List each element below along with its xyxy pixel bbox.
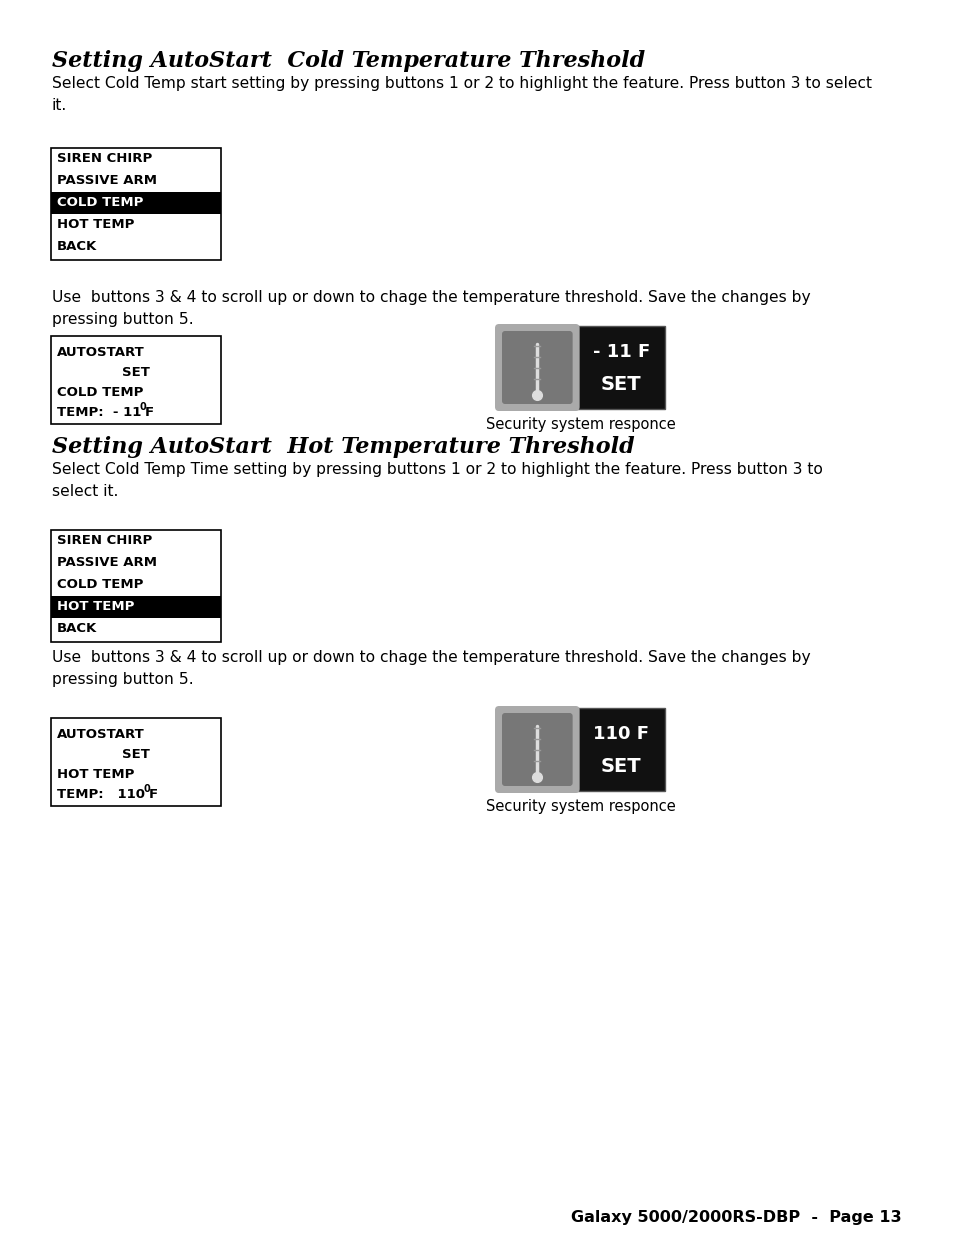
Bar — [51, 191, 221, 214]
FancyBboxPatch shape — [495, 324, 579, 411]
Text: 0: 0 — [140, 403, 147, 412]
Text: Select Cold Temp start setting by pressing buttons 1 or 2 to highlight the featu: Select Cold Temp start setting by pressi… — [52, 77, 871, 112]
Bar — [51, 148, 221, 261]
Text: Setting AutoStart  Cold Temperature Threshold: Setting AutoStart Cold Temperature Thres… — [52, 49, 644, 72]
Text: SET: SET — [600, 374, 641, 394]
Bar — [497, 326, 664, 409]
Text: 110 F: 110 F — [593, 725, 649, 743]
Text: F: F — [149, 788, 158, 800]
Text: SIREN CHIRP: SIREN CHIRP — [57, 152, 152, 165]
Text: Use  buttons 3 & 4 to scroll up or down to chage the temperature threshold. Save: Use buttons 3 & 4 to scroll up or down t… — [52, 290, 810, 326]
Text: SET: SET — [600, 757, 641, 776]
Text: SET: SET — [122, 747, 150, 761]
Text: COLD TEMP: COLD TEMP — [57, 578, 143, 592]
Text: 0: 0 — [144, 784, 151, 794]
Text: F: F — [145, 405, 154, 419]
Text: Use  buttons 3 & 4 to scroll up or down to chage the temperature threshold. Save: Use buttons 3 & 4 to scroll up or down t… — [52, 650, 810, 687]
Text: BACK: BACK — [57, 622, 97, 636]
Text: COLD TEMP: COLD TEMP — [57, 385, 143, 399]
Text: - 11 F: - 11 F — [592, 343, 649, 361]
Text: AUTOSTART: AUTOSTART — [57, 727, 145, 741]
Text: TEMP:  - 11: TEMP: - 11 — [57, 405, 141, 419]
Text: Security system responce: Security system responce — [486, 799, 675, 814]
Text: HOT TEMP: HOT TEMP — [57, 600, 134, 614]
Text: SIREN CHIRP: SIREN CHIRP — [57, 535, 152, 547]
Text: HOT TEMP: HOT TEMP — [57, 767, 134, 781]
Text: SET: SET — [122, 366, 150, 378]
FancyBboxPatch shape — [501, 331, 572, 404]
FancyBboxPatch shape — [501, 713, 572, 785]
Text: Select Cold Temp Time setting by pressing buttons 1 or 2 to highlight the featur: Select Cold Temp Time setting by pressin… — [52, 462, 822, 499]
Text: Galaxy 5000/2000RS-DBP  -  Page 13: Galaxy 5000/2000RS-DBP - Page 13 — [571, 1210, 901, 1225]
Text: COLD TEMP: COLD TEMP — [57, 196, 143, 210]
Text: Security system responce: Security system responce — [486, 417, 675, 432]
Text: Setting AutoStart  Hot Temperature Threshold: Setting AutoStart Hot Temperature Thresh… — [52, 436, 634, 458]
Bar — [497, 708, 664, 790]
Bar — [51, 530, 221, 642]
Text: TEMP:   110: TEMP: 110 — [57, 788, 145, 800]
Bar — [51, 336, 221, 424]
Bar — [51, 597, 221, 618]
Text: PASSIVE ARM: PASSIVE ARM — [57, 557, 157, 569]
Text: AUTOSTART: AUTOSTART — [57, 346, 145, 358]
Text: PASSIVE ARM: PASSIVE ARM — [57, 174, 157, 188]
FancyBboxPatch shape — [495, 706, 579, 793]
Bar — [51, 718, 221, 806]
Text: HOT TEMP: HOT TEMP — [57, 219, 134, 231]
Text: BACK: BACK — [57, 241, 97, 253]
